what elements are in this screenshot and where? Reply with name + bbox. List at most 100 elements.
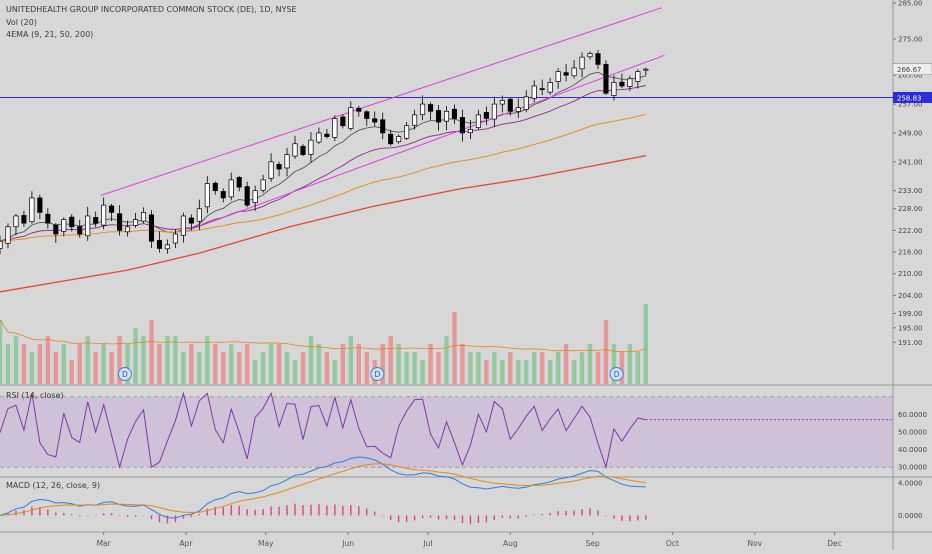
- candle-body: [643, 68, 649, 71]
- volume-bar: [5, 344, 11, 384]
- candle-body: [292, 143, 298, 157]
- volume-bar: [627, 344, 633, 384]
- candle-body: [396, 136, 402, 143]
- volume-bar: [181, 352, 186, 384]
- candle-body: [45, 213, 51, 224]
- candle-body: [412, 114, 418, 126]
- macd-histogram-bar: [445, 515, 448, 520]
- macd-histogram-bar: [326, 505, 328, 516]
- volume-bar: [340, 344, 346, 384]
- volume-bar: [420, 360, 425, 384]
- volume-bar: [436, 352, 441, 384]
- candle-body: [619, 81, 625, 87]
- price-tick-label: 199.00: [898, 310, 923, 318]
- volume-bar: [141, 336, 146, 384]
- candle-body: [212, 182, 218, 192]
- macd-histogram-bar: [501, 515, 504, 518]
- channel-lower-line: [183, 54, 665, 233]
- macd-histogram-bar: [55, 512, 57, 516]
- month-label: Sep: [586, 539, 600, 548]
- candle-body: [627, 78, 633, 87]
- volume-bar: [555, 352, 561, 384]
- candle-body: [180, 215, 186, 236]
- price-tick-label: 204.00: [898, 292, 923, 300]
- macd-histogram-bar: [405, 515, 408, 523]
- dividend-marker: [609, 367, 624, 381]
- macd-histogram-bar: [366, 508, 368, 516]
- volume-bar: [611, 344, 617, 384]
- macd-histogram-bar: [190, 515, 193, 518]
- volume-bar: [284, 352, 290, 384]
- last-price-tag: [892, 63, 932, 75]
- candle-body: [547, 82, 553, 93]
- candle-body: [196, 208, 202, 222]
- macd-histogram-bar: [413, 515, 416, 521]
- chart-title: UNITEDHEALTH GROUP INCORPORATED COMMON S…: [6, 5, 297, 14]
- month-label: Oct: [666, 539, 679, 548]
- macd-histogram-bar: [453, 515, 456, 521]
- candle-body: [523, 96, 529, 110]
- candle-body: [340, 116, 346, 127]
- volume-bar: [619, 352, 625, 384]
- macd-histogram-bar: [589, 508, 591, 516]
- macd-histogram-bar: [174, 515, 177, 523]
- macd-histogram-bar: [31, 506, 33, 516]
- macd-histogram-bar: [573, 510, 575, 516]
- ema-21-line: [0, 85, 646, 242]
- candle-body: [515, 107, 521, 112]
- price-tick-label: 233.00: [898, 187, 923, 195]
- volume-bar: [539, 352, 545, 384]
- macd-histogram-bar: [102, 513, 105, 516]
- volume-bar: [117, 336, 122, 384]
- macd-histogram-bar: [150, 515, 153, 520]
- month-label: Aug: [503, 539, 518, 548]
- volume-bar: [101, 344, 106, 384]
- macd-histogram-bar: [7, 513, 9, 516]
- volume-bar: [149, 320, 154, 384]
- volume-bar: [643, 304, 649, 384]
- candle-body: [531, 85, 537, 99]
- rsi-tick-label: 50.0000: [898, 429, 927, 437]
- candle-body: [268, 161, 274, 179]
- price-tick-label: 285.00: [898, 0, 923, 8]
- macd-histogram-bar: [350, 505, 352, 516]
- candle-body: [372, 118, 378, 123]
- rsi-tick-label: 40.0000: [898, 446, 927, 454]
- candle-body: [483, 111, 489, 119]
- macd-histogram-bar: [246, 509, 248, 516]
- macd-histogram-bar: [429, 515, 432, 518]
- macd-histogram-bar: [621, 515, 623, 521]
- price-tick-label: 257.00: [898, 101, 923, 109]
- candle-body: [475, 114, 481, 128]
- volume-bar: [356, 344, 361, 384]
- rsi-tick-label: 30.0000: [898, 464, 927, 472]
- candle-body: [300, 145, 306, 155]
- volume-bar: [0, 320, 3, 384]
- volume-bar: [29, 352, 35, 384]
- macd-histogram-bar: [533, 514, 535, 516]
- macd-histogram-bar: [94, 515, 97, 516]
- candle-body: [579, 56, 585, 70]
- macd-histogram-bar: [254, 509, 256, 516]
- volume-bar: [77, 344, 82, 384]
- macd-histogram-bar: [270, 506, 272, 516]
- volume-bar: [508, 352, 513, 384]
- candle-body: [491, 103, 497, 120]
- candle-body: [133, 219, 139, 226]
- volume-bar: [37, 344, 43, 384]
- volume-bar: [53, 352, 59, 384]
- ema-50-line: [0, 113, 646, 242]
- macd-histogram-bar: [294, 503, 296, 516]
- candle-body: [324, 133, 330, 137]
- volume-bar: [237, 352, 242, 384]
- macd-histogram-bar: [182, 515, 185, 519]
- macd-histogram-bar: [509, 515, 511, 519]
- macd-histogram-bar: [342, 505, 344, 516]
- volume-bar: [276, 344, 282, 384]
- volume-bar: [547, 360, 553, 384]
- price-tick-label: 249.00: [898, 129, 923, 137]
- volume-bar: [579, 352, 585, 384]
- price-tick-label: 216.00: [898, 249, 923, 257]
- volume-bar: [428, 344, 433, 384]
